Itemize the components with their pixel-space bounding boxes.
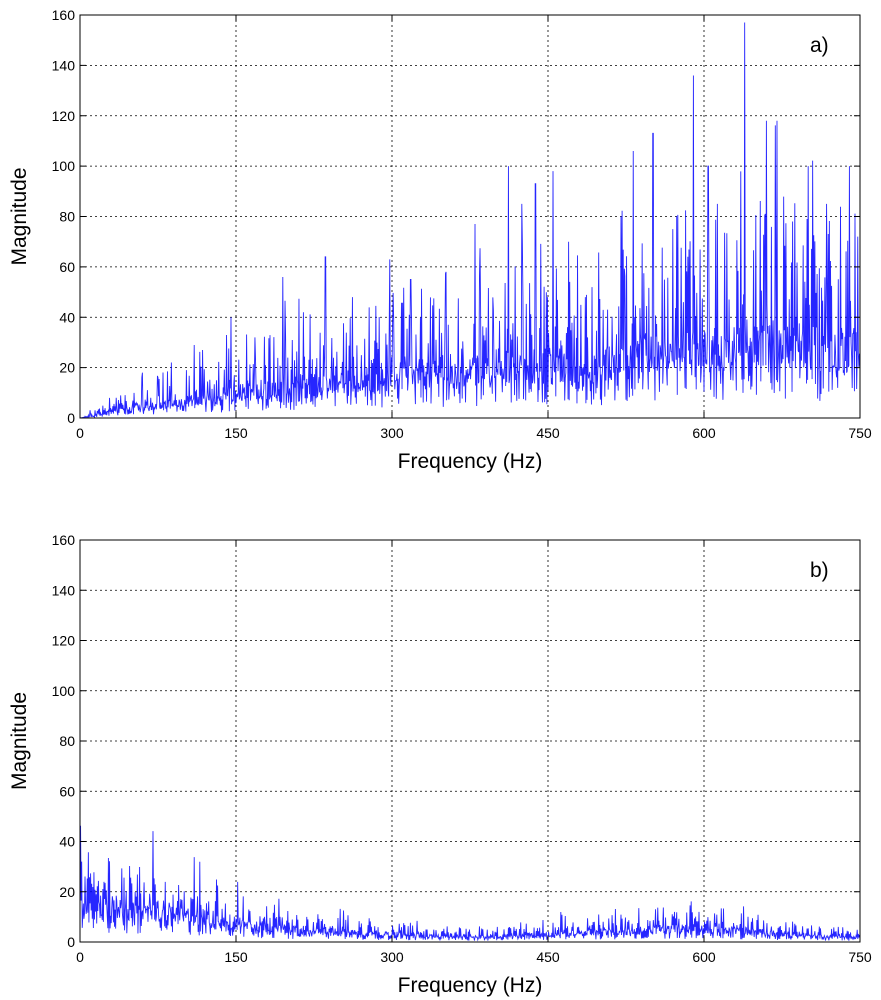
spectrum-series-line	[80, 22, 860, 418]
panel-label: b)	[810, 559, 829, 582]
y-tick-label: 120	[52, 108, 76, 124]
x-tick-label: 150	[224, 425, 248, 441]
x-tick-label: 600	[692, 425, 716, 441]
panel-label: a)	[810, 34, 829, 57]
y-tick-label: 40	[59, 309, 75, 325]
x-tick-label: 0	[76, 425, 84, 441]
y-tick-label: 140	[52, 57, 76, 73]
y-tick-label: 160	[52, 532, 76, 548]
y-tick-label: 100	[52, 158, 76, 174]
x-tick-label: 750	[848, 425, 872, 441]
y-tick-label: 160	[52, 7, 76, 23]
y-tick-label: 80	[59, 209, 75, 225]
x-tick-label: 150	[224, 949, 248, 965]
x-tick-label: 300	[380, 425, 404, 441]
y-tick-label: 100	[52, 683, 76, 699]
x-axis-label: Frequency (Hz)	[398, 974, 543, 997]
y-tick-label: 0	[67, 410, 75, 426]
y-tick-label: 140	[52, 582, 76, 598]
y-tick-label: 20	[59, 884, 75, 900]
y-tick-label: 60	[59, 783, 75, 799]
y-tick-label: 20	[59, 360, 75, 376]
chart-panel-a: 0 150 300 450 600 750 0 20 40 60 80 100 120 140 160 Fre…	[8, 7, 872, 473]
y-axis-label: Magnitude	[8, 692, 31, 790]
x-tick-label: 450	[536, 949, 560, 965]
x-tick-label: 300	[380, 949, 404, 965]
y-tick-label: 40	[59, 834, 75, 850]
x-tick-label: 600	[692, 949, 716, 965]
x-axis-label: Frequency (Hz)	[398, 450, 543, 473]
x-tick-label: 450	[536, 425, 560, 441]
spectrum-series-line	[80, 825, 860, 942]
chart-panel-b: 0 150 300 450 600 750 0 20 40 60 80 100 120 140 160 Fre…	[8, 532, 872, 997]
y-tick-label: 120	[52, 633, 76, 649]
y-tick-label: 80	[59, 733, 75, 749]
x-tick-label: 0	[76, 949, 84, 965]
x-tick-label: 750	[848, 949, 872, 965]
y-tick-label: 0	[67, 934, 75, 950]
y-axis-label: Magnitude	[8, 167, 31, 265]
y-tick-label: 60	[59, 259, 75, 275]
